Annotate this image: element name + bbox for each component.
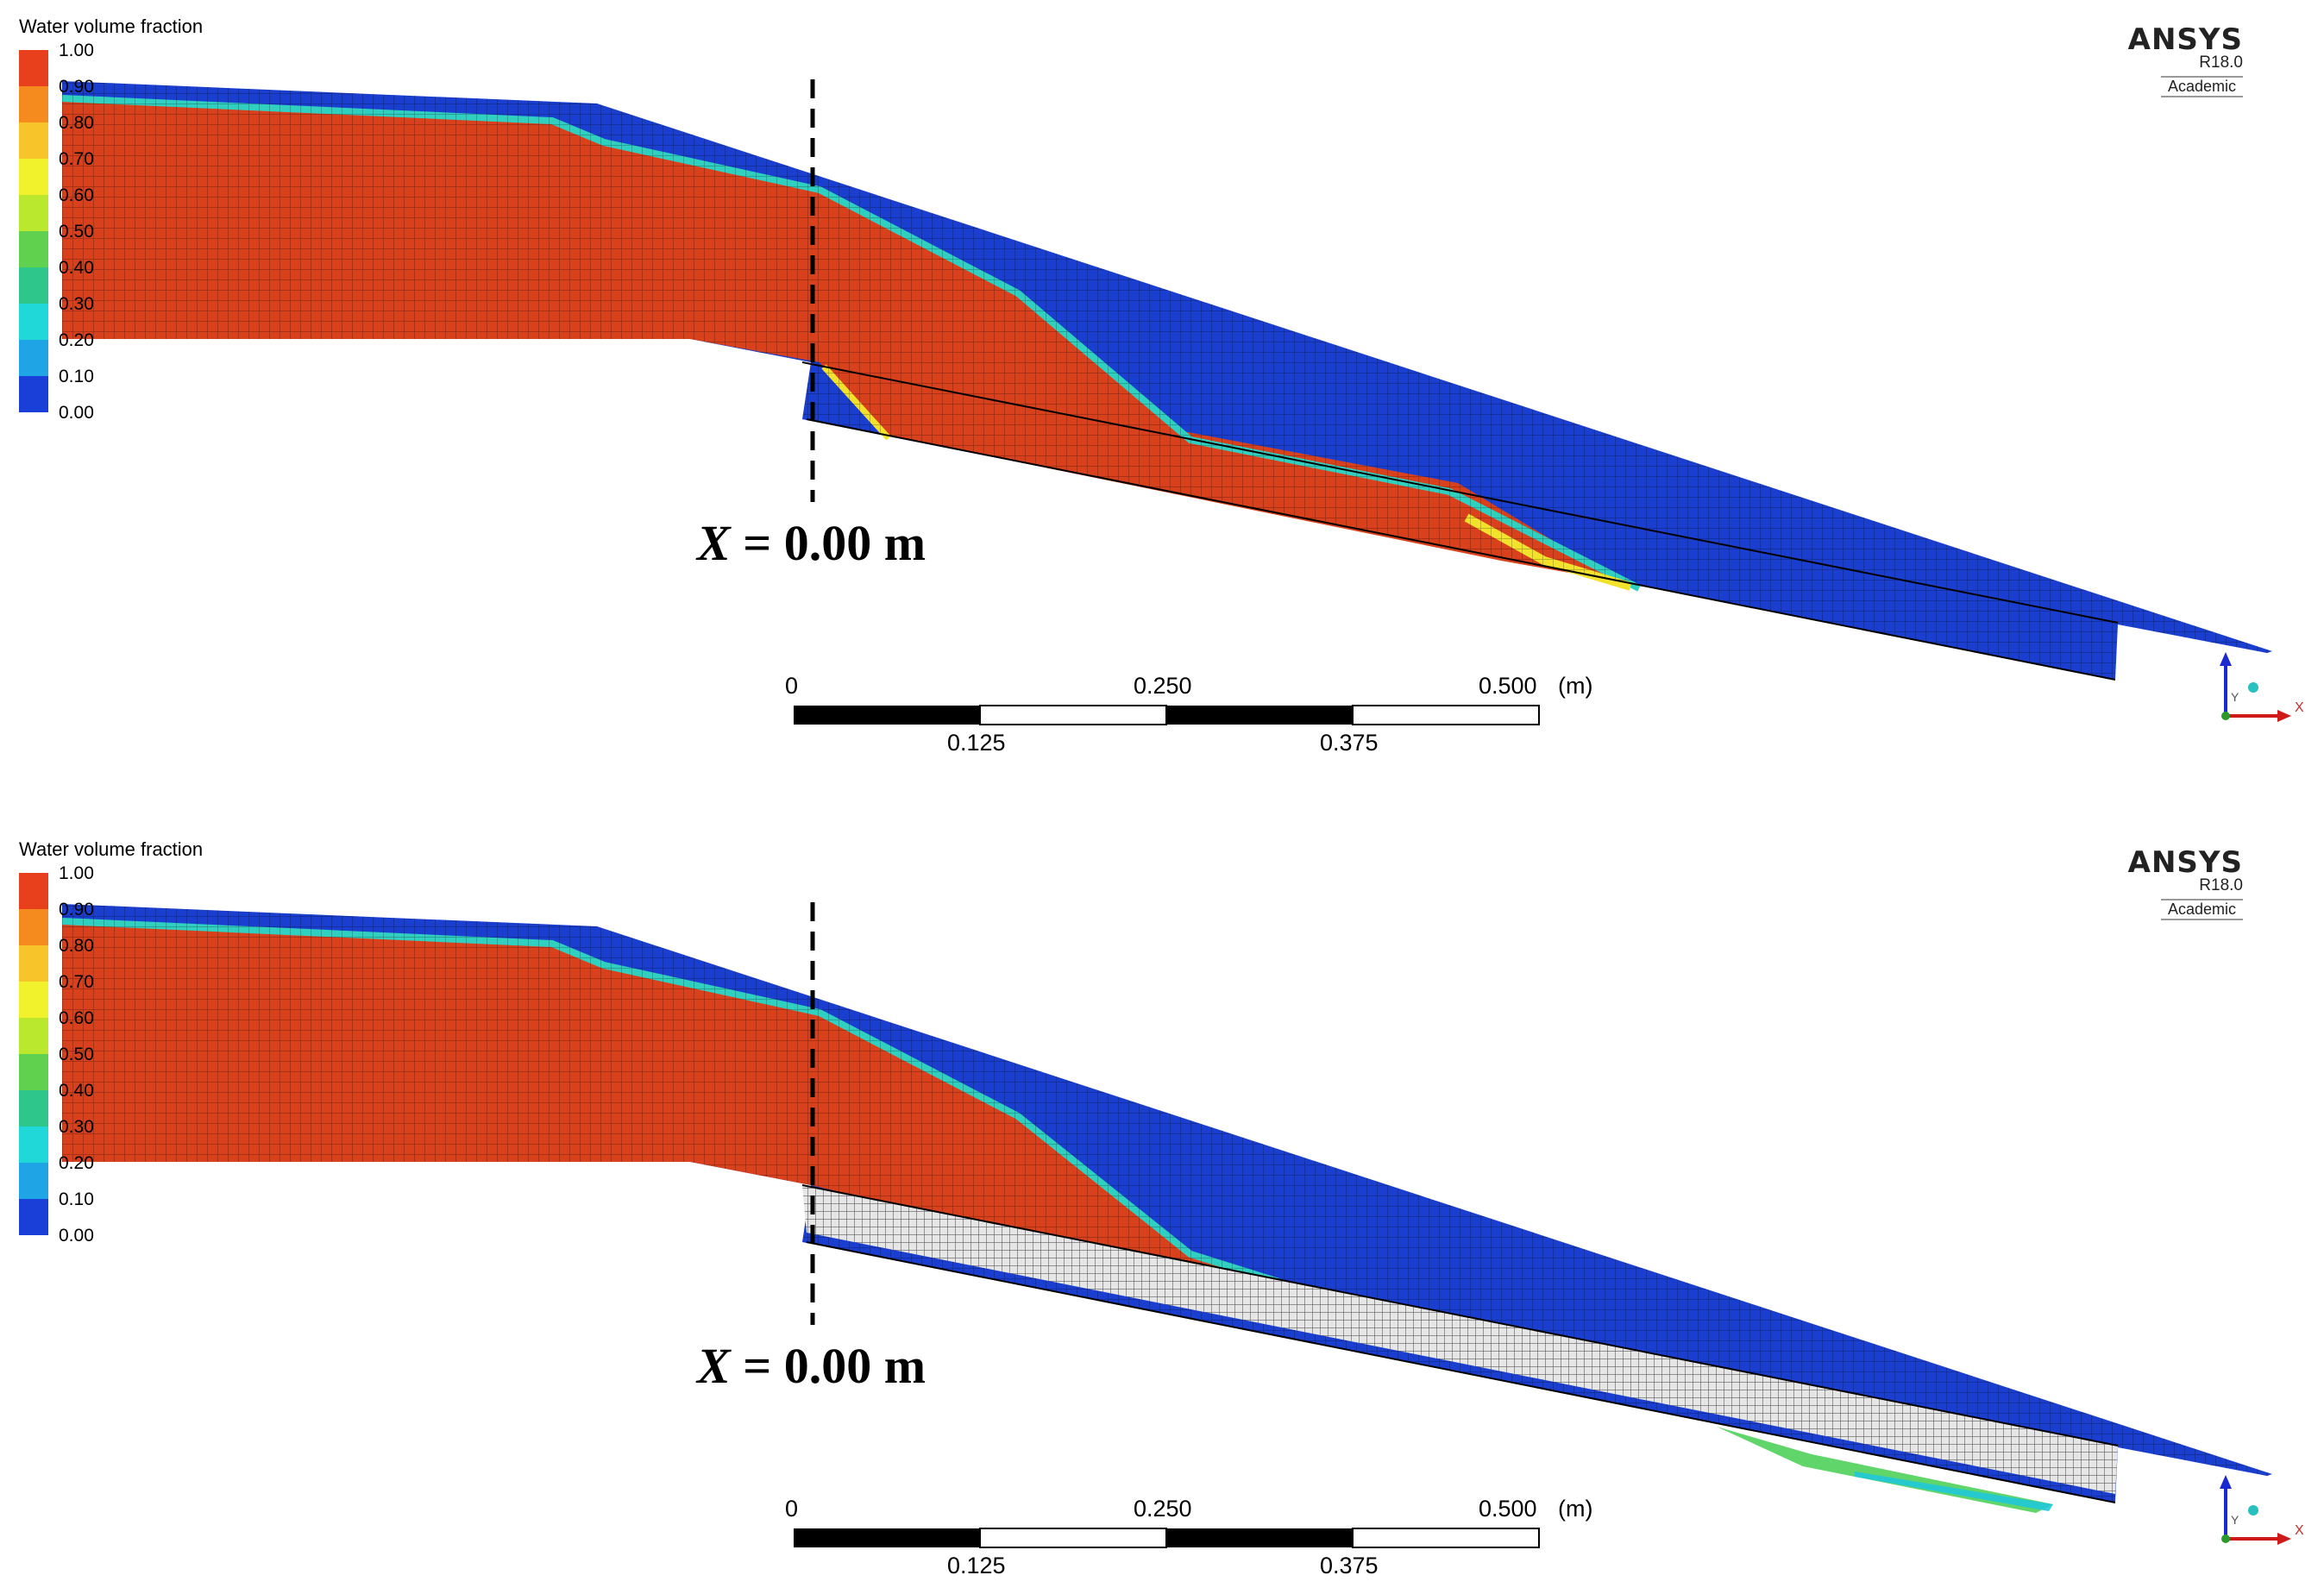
legend-level: 0.40	[59, 258, 94, 278]
ansys-logo: ANSYS R18.0 Academic	[2128, 845, 2243, 920]
scale-label-375: 0.375	[1320, 1553, 1379, 1578]
version-label: R18.0	[2199, 53, 2243, 72]
legend-level: 0.90	[59, 77, 94, 97]
legend-colorbar	[19, 873, 48, 1235]
legend-level: 0.30	[59, 294, 94, 314]
x-value: = 0.00 m	[730, 515, 926, 571]
scale-unit: (m)	[1558, 673, 1593, 699]
edition-label: Academic	[2160, 76, 2243, 97]
bottom-panel: Water volume fraction 1.00 0.90 0.80 0.7…	[0, 823, 2324, 1594]
simulation-view-bottom	[19, 873, 2291, 1548]
x-variable: X	[697, 1338, 731, 1394]
scale-bar	[794, 705, 1540, 725]
scale-label-500: 0.500	[1479, 673, 1537, 699]
legend-level: 0.00	[59, 1226, 94, 1246]
x-position-annotation: X = 0.00 m	[697, 514, 926, 572]
mesh-overlay	[62, 81, 2272, 680]
scale-label-500: 0.500	[1479, 1496, 1537, 1522]
scale-label-375: 0.375	[1320, 730, 1379, 756]
scale-label-125: 0.125	[947, 1553, 1006, 1578]
version-label: R18.0	[2199, 876, 2243, 894]
scale-label-0: 0	[785, 673, 799, 699]
scale-label-0: 0	[785, 1496, 799, 1522]
scale-unit: (m)	[1558, 1496, 1593, 1522]
wetted-toe-cyan	[1855, 1472, 2053, 1511]
legend-level: 0.50	[59, 1045, 94, 1064]
brand-name: ANSYS	[2127, 22, 2243, 57]
x-value: = 0.00 m	[730, 1338, 926, 1394]
axis-x-label: X	[2295, 700, 2304, 715]
legend-level: 0.60	[59, 185, 94, 205]
x-variable: X	[697, 515, 731, 571]
axis-triad	[2220, 1475, 2291, 1545]
legend-level: 0.70	[59, 972, 94, 992]
legend-colorbar	[19, 50, 48, 412]
legend-level: 0.10	[59, 367, 94, 386]
legend-level: 0.00	[59, 403, 94, 423]
simulation-view-top	[19, 50, 2291, 725]
legend-title: Water volume fraction	[19, 838, 204, 860]
x-position-annotation: X = 0.00 m	[697, 1337, 926, 1395]
legend-title: Water volume fraction	[19, 16, 204, 37]
legend-level: 1.00	[59, 863, 94, 883]
bed-edge	[806, 1241, 2116, 1503]
legend-level: 0.60	[59, 1008, 94, 1028]
bed-edge	[806, 418, 2116, 681]
mesh-overlay	[62, 904, 2272, 1503]
axis-y-label: Y	[2231, 690, 2239, 704]
step-edge	[801, 361, 2119, 624]
scale-label-125: 0.125	[947, 730, 1006, 756]
legend-level: 0.80	[59, 113, 94, 133]
legend-level: 0.20	[59, 330, 94, 350]
legend-level: 0.90	[59, 900, 94, 919]
legend-level: 0.10	[59, 1189, 94, 1209]
legend-level: 0.40	[59, 1081, 94, 1101]
top-panel: Water volume fraction 1.00 0.90 0.80 0.7…	[19, 16, 2304, 756]
brand-name: ANSYS	[2127, 845, 2243, 880]
axis-x-label: X	[2295, 1523, 2304, 1538]
legend-level: 0.30	[59, 1117, 94, 1137]
axis-triad	[2220, 652, 2291, 722]
legend-level: 0.80	[59, 936, 94, 956]
scale-label-250: 0.250	[1134, 1496, 1192, 1522]
scale-label-250: 0.250	[1134, 673, 1192, 699]
legend-level: 0.20	[59, 1153, 94, 1173]
porous-mesh	[802, 1185, 2118, 1494]
legend-level: 1.00	[59, 41, 94, 60]
legend-level: 0.50	[59, 222, 94, 242]
step-edge	[801, 1184, 2119, 1447]
legend-level: 0.70	[59, 149, 94, 169]
ansys-logo: ANSYS R18.0 Academic	[2128, 22, 2243, 97]
scale-bar	[794, 1528, 1540, 1548]
axis-y-label: Y	[2231, 1513, 2239, 1527]
edition-label: Academic	[2160, 899, 2243, 920]
